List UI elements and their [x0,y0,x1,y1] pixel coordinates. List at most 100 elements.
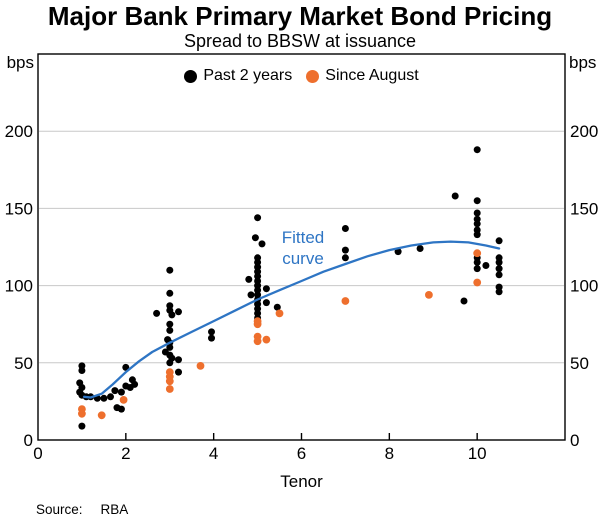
left-axis-unit-label: bps [6,53,34,72]
chart-subtitle: Spread to BBSW at issuance [183,31,417,51]
scatter-point-past-2-years [131,380,139,388]
scatter-point-past-2-years [166,343,174,351]
legend-label-since-august: Since August [325,67,419,84]
scatter-point-past-2-years [122,363,130,371]
x-tick-label: 8 [385,444,394,463]
y-tick-label-right: 100 [570,277,598,296]
scatter-point-past-2-years [254,214,262,222]
legend-item-since-august: Since August [306,67,419,85]
x-tick-label: 4 [209,444,218,463]
scatter-point-since-august [165,377,174,386]
series-since-august [78,249,482,420]
scatter-point-past-2-years [473,146,481,154]
scatter-point-past-2-years [175,368,182,376]
scatter-point-past-2-years [251,234,259,242]
legend-dot-since-august-icon [306,69,320,83]
y-tick-label-right: 0 [570,431,579,450]
scatter-point-past-2-years [482,262,490,269]
scatter-point-past-2-years [416,245,424,252]
scatter-point-since-august [425,291,433,299]
scatter-point-past-2-years [175,308,182,316]
scatter-point-past-2-years [495,265,503,273]
x-tick-label: 6 [297,444,306,463]
scatter-point-since-august [473,249,482,258]
source-label: Source: [36,502,83,517]
source-value: RBA [100,502,129,517]
x-tick-label: 2 [121,444,130,463]
scatter-point-past-2-years [166,326,174,334]
y-tick-label-right: 150 [570,199,598,218]
y-tick-label-left: 0 [24,431,33,450]
scatter-point-past-2-years [495,237,503,245]
scatter-point-since-august [341,297,350,305]
scatter-point-past-2-years [117,405,125,413]
scatter-point-past-2-years [262,299,270,307]
scatter-point-past-2-years [451,192,459,200]
series-past-2-years [76,146,503,430]
series-line-fitted-curve [82,240,501,399]
scatter-point-past-2-years [473,258,481,266]
scatter-point-past-2-years [168,311,176,319]
scatter-point-past-2-years [495,271,503,279]
legend-dot-past-2-years-icon [184,69,198,83]
y-tick-label-right: 50 [570,354,589,373]
scatter-point-past-2-years [273,303,281,311]
fitted-curve-annotation-line1: Fitted [281,228,325,247]
scatter-point-past-2-years [341,254,349,262]
scatter-point-since-august [78,409,86,418]
scatter-point-past-2-years [166,359,174,367]
scatter-point-past-2-years [78,367,86,374]
scatter-point-since-august [253,337,262,346]
scatter-point-past-2-years [262,285,270,293]
scatter-point-past-2-years [473,265,481,273]
scatter-point-past-2-years [153,309,161,317]
scatter-point-past-2-years [460,297,468,305]
scatter-point-past-2-years [473,197,481,205]
legend: Past 2 years Since August [38,67,565,85]
scatter-point-past-2-years [473,231,481,239]
scatter-point-past-2-years [166,266,174,274]
scatter-point-past-2-years [166,320,174,328]
scatter-point-past-2-years [78,422,86,430]
y-tick-label-left: 200 [5,122,33,141]
scatter-point-past-2-years [107,393,114,401]
scatter-point-since-august [473,278,482,287]
y-tick-label-left: 150 [5,199,33,218]
scatter-point-past-2-years [111,387,119,395]
scatter-point-past-2-years [245,275,253,283]
scatter-point-since-august [275,309,284,318]
y-tick-label-left: 100 [5,277,33,296]
scatter-point-past-2-years [208,334,215,342]
right-axis-unit-label: bps [569,53,597,72]
scatter-point-past-2-years [100,394,108,402]
fitted-curve-annotation: Fitted curve [256,227,350,269]
scatter-point-past-2-years [175,356,182,364]
x-axis-title: Tenor [280,472,323,491]
y-tick-label-left: 50 [14,354,33,373]
x-tick-label: 0 [33,444,42,463]
scatter-point-past-2-years [473,220,481,228]
scatter-point-since-august [253,320,262,329]
chart-title: Major Bank Primary Market Bond Pricing [47,1,553,31]
scatter-point-since-august [165,385,174,393]
scatter-point-past-2-years [473,209,481,217]
x-tick-label: 10 [468,444,487,463]
scatter-point-past-2-years [247,291,255,299]
scatter-point-past-2-years [394,248,402,256]
scatter-point-since-august [262,335,271,344]
legend-item-past-2-years: Past 2 years [184,67,292,85]
scatter-point-past-2-years [495,258,503,266]
legend-label-past-2-years: Past 2 years [203,67,293,84]
scatter-point-since-august [119,396,128,404]
y-tick-label-right: 200 [570,122,598,141]
scatter-point-past-2-years [117,388,125,396]
source-note: Source: RBA [36,502,128,517]
fitted-curve-annotation-line2: curve [282,249,324,268]
scatter-point-past-2-years [208,328,215,336]
scatter-point-past-2-years [495,288,503,296]
scatter-point-past-2-years [341,246,349,254]
scatter-point-since-august [196,362,205,370]
scatter-point-past-2-years [258,240,266,248]
